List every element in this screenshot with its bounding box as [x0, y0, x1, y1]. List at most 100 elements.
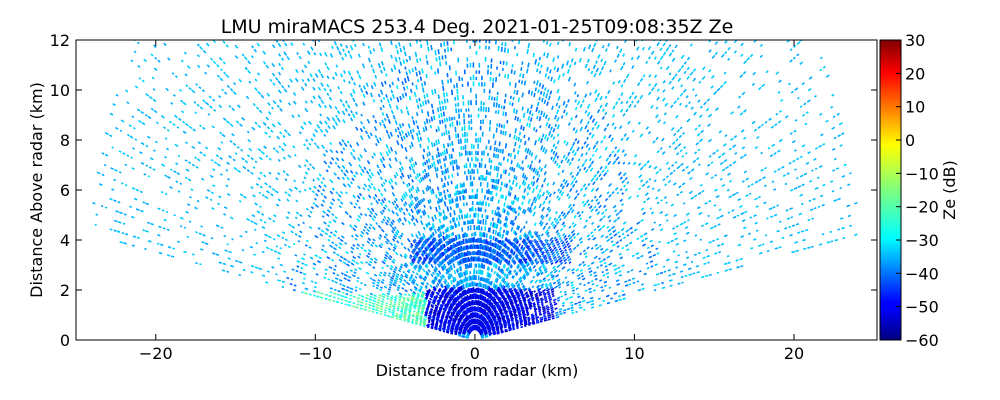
radar-echo-sample [539, 320, 543, 323]
radar-echo-sample [421, 242, 426, 247]
radar-echo-sample [818, 144, 822, 148]
radar-echo-sample [640, 207, 645, 211]
radar-echo-sample [507, 295, 512, 300]
radar-echo-sample [399, 95, 402, 101]
radar-echo-sample [438, 287, 442, 292]
radar-echo-sample [387, 216, 391, 221]
radar-echo-sample [528, 122, 532, 128]
radar-echo-sample [491, 242, 494, 247]
radar-echo-sample [650, 104, 654, 109]
radar-echo-sample [572, 127, 576, 131]
radar-echo-sample [599, 166, 603, 170]
radar-echo-sample [535, 316, 540, 319]
radar-echo-sample [455, 223, 458, 228]
radar-echo-sample [403, 203, 406, 207]
radar-echo-sample [657, 118, 662, 124]
radar-echo-sample [391, 81, 395, 86]
radar-echo-sample [617, 97, 621, 101]
radar-echo-sample [571, 232, 576, 237]
radar-echo-sample [696, 132, 701, 137]
radar-echo-sample [444, 155, 447, 161]
radar-echo-sample [760, 168, 764, 172]
radar-echo-sample [589, 167, 594, 172]
radar-echo-sample [614, 59, 618, 63]
radar-echo-sample [504, 74, 507, 79]
radar-echo-sample [568, 64, 572, 69]
radar-echo-sample [559, 239, 564, 243]
radar-echo-sample [555, 162, 559, 167]
radar-echo-sample [409, 129, 413, 135]
radar-echo-sample [807, 246, 811, 249]
radar-echo-sample [514, 210, 518, 215]
radar-echo-sample [367, 194, 372, 199]
radar-echo-sample [613, 126, 617, 130]
radar-echo-sample [496, 273, 500, 278]
radar-echo-sample [535, 319, 540, 323]
radar-echo-sample [777, 167, 781, 171]
radar-echo-sample [555, 311, 559, 315]
radar-echo-sample [686, 75, 690, 80]
radar-echo-sample [833, 199, 838, 202]
radar-echo-sample [218, 56, 223, 61]
radar-echo-sample [504, 143, 508, 149]
radar-echo-sample [499, 259, 503, 265]
radar-echo-sample [458, 241, 461, 246]
radar-echo-sample [340, 150, 344, 154]
radar-echo-sample [434, 88, 437, 95]
radar-echo-sample [495, 244, 498, 249]
radar-echo-sample [354, 202, 358, 206]
radar-echo-sample [740, 265, 744, 268]
radar-echo-sample [524, 251, 529, 256]
radar-echo-sample [499, 173, 503, 179]
radar-echo-sample [384, 179, 388, 183]
radar-echo-sample [740, 53, 744, 58]
radar-echo-sample [643, 232, 648, 236]
radar-echo-sample [598, 155, 602, 159]
radar-echo-sample [514, 253, 518, 258]
radar-echo-sample [422, 170, 425, 174]
radar-echo-sample [403, 77, 407, 84]
radar-echo-sample [773, 152, 777, 155]
radar-echo-sample [410, 163, 414, 169]
radar-echo-sample [538, 203, 542, 209]
radar-echo-sample [728, 179, 733, 183]
radar-echo-sample [546, 310, 550, 313]
radar-echo-sample [552, 298, 557, 302]
radar-echo-sample [820, 194, 824, 198]
radar-echo-sample [391, 219, 395, 223]
radar-echo-sample [564, 156, 569, 161]
radar-echo-sample [569, 146, 574, 152]
radar-echo-sample [452, 244, 455, 249]
radar-echo-sample [631, 100, 634, 104]
radar-echo-sample [776, 229, 780, 233]
radar-echo-sample [576, 140, 580, 144]
radar-echo-sample [585, 219, 589, 223]
radar-echo-sample [635, 252, 640, 256]
radar-echo-sample [387, 133, 391, 140]
radar-echo-sample [390, 109, 394, 115]
radar-echo-sample [540, 301, 544, 304]
radar-echo-sample [671, 76, 676, 81]
radar-echo-sample [539, 90, 543, 95]
radar-echo-sample [541, 84, 545, 90]
radar-echo-sample [581, 275, 585, 278]
radar-echo-sample [271, 62, 276, 68]
radar-echo-sample [420, 246, 424, 250]
radar-echo-sample [590, 231, 594, 235]
radar-echo-sample [799, 61, 804, 66]
radar-echo-sample [502, 256, 505, 261]
radar-echo-sample [413, 196, 418, 202]
radar-echo-sample [514, 288, 519, 293]
radar-echo-sample [534, 294, 539, 298]
radar-echo-sample [617, 80, 621, 84]
radar-echo-sample [510, 186, 513, 191]
radar-echo-sample [424, 100, 427, 105]
radar-echo-sample [523, 299, 527, 303]
radar-echo-sample [523, 321, 528, 325]
radar-echo-sample [516, 324, 519, 328]
radar-echo-sample [619, 176, 624, 180]
radar-echo-sample [698, 114, 703, 119]
radar-echo-sample [515, 182, 518, 187]
radar-echo-sample [550, 221, 554, 226]
radar-echo-sample [391, 93, 395, 99]
